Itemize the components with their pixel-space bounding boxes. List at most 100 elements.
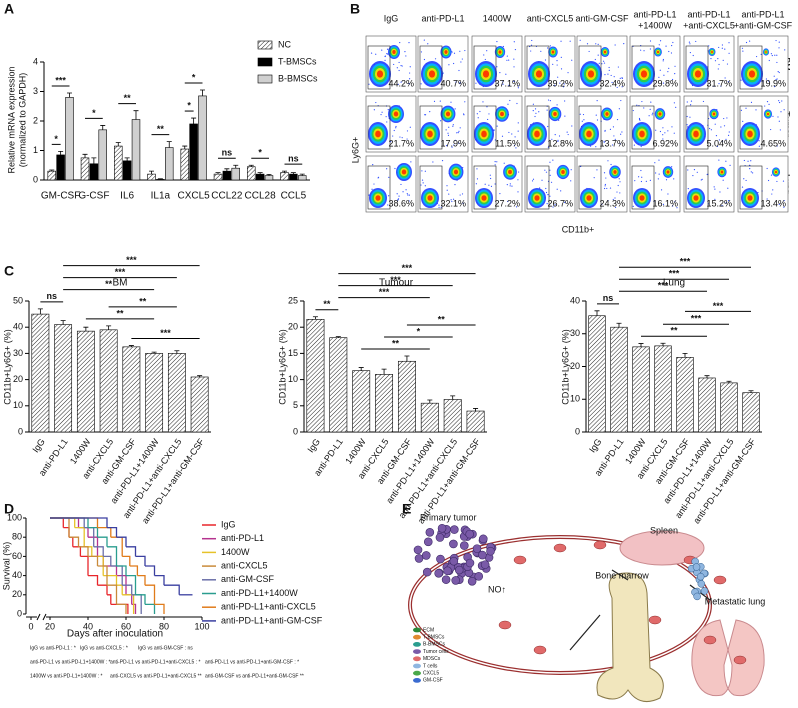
density-plot: 17.9% — [417, 95, 469, 153]
density-plot: 5.04% — [683, 95, 735, 153]
bar — [147, 173, 156, 181]
event-dot — [513, 144, 516, 146]
event-dot — [556, 60, 558, 62]
tumor-cell — [436, 554, 445, 564]
y-tick-label: 10 — [570, 394, 580, 404]
survival-step — [88, 555, 99, 566]
column-header: +anti-GM-CSF — [734, 20, 793, 30]
event-dot — [557, 139, 559, 141]
event-dot — [554, 204, 556, 206]
significance-label: *** — [713, 301, 724, 311]
circulating-cell — [533, 645, 547, 655]
significance-label: * — [54, 134, 58, 144]
panel-label: C — [4, 263, 14, 279]
event-dot — [463, 114, 465, 116]
event-dot — [541, 179, 543, 181]
event-dot — [596, 169, 598, 171]
density — [613, 170, 617, 174]
event-dot — [749, 40, 751, 42]
event-dot — [614, 197, 616, 199]
event-dot — [546, 109, 548, 111]
event-dot — [609, 187, 612, 189]
y-tick-label: 20 — [570, 361, 580, 371]
event-dot — [392, 135, 394, 137]
event-dot — [623, 43, 625, 45]
event-dot — [773, 75, 775, 77]
percentage: 31.7% — [706, 78, 732, 88]
density — [712, 112, 716, 116]
event-dot — [556, 104, 558, 106]
event-dot — [394, 167, 396, 170]
event-dot — [775, 39, 777, 42]
event-dot — [783, 199, 785, 202]
bar — [632, 346, 650, 433]
percentage: 6.92% — [652, 138, 678, 148]
survival-step — [50, 517, 99, 528]
event-dot — [778, 47, 780, 49]
density — [535, 70, 543, 78]
event-dot — [571, 125, 573, 127]
event-dot — [603, 62, 606, 64]
event-dot — [583, 119, 585, 121]
density-plot: 38.6% — [365, 155, 417, 213]
legend-icon — [413, 649, 421, 654]
event-dot — [667, 193, 669, 195]
error-bar — [726, 380, 732, 383]
event-dot — [762, 81, 764, 83]
event-dot — [597, 43, 599, 45]
x-axis-label: CD11b+ — [562, 224, 595, 234]
event-dot — [717, 58, 719, 60]
event-dot — [513, 58, 515, 60]
bar — [698, 377, 716, 433]
chart-title: Lung — [663, 278, 685, 289]
bar — [165, 147, 174, 181]
survival-step — [122, 584, 133, 595]
survival-step — [97, 584, 108, 595]
legend-label: T-BMSCs — [278, 56, 317, 66]
event-dot — [778, 41, 780, 43]
survival-step — [116, 536, 127, 547]
event-dot — [743, 159, 745, 162]
density — [375, 195, 381, 201]
event-dot — [671, 44, 673, 47]
error-bar — [335, 336, 341, 338]
event-dot — [451, 146, 453, 148]
event-dot — [657, 178, 659, 180]
note: anti-CXCL5 vs anti-PD-L1+anti-CXCL5 ** — [110, 673, 202, 679]
density-plot: 13.7% — [576, 95, 628, 153]
x-tick-label: 20 — [45, 621, 55, 631]
event-dot — [662, 134, 664, 136]
event-dot — [701, 178, 703, 181]
event-dot — [461, 58, 463, 60]
event-dot — [547, 47, 549, 49]
tumor-cell — [414, 554, 424, 563]
legend-swatch — [257, 74, 273, 84]
survival-step — [97, 555, 104, 566]
density — [498, 50, 502, 54]
bar — [588, 315, 606, 433]
circulating-cell — [648, 615, 662, 625]
event-dot — [506, 183, 508, 186]
event-dot — [714, 123, 716, 125]
event-dot — [564, 201, 566, 203]
event-dot — [671, 126, 673, 128]
event-dot — [727, 200, 730, 202]
density — [711, 50, 713, 54]
event-dot — [767, 179, 770, 182]
event-dot — [765, 78, 768, 80]
event-dot — [552, 206, 554, 208]
x-tick-label: G-CSF — [78, 191, 109, 202]
survival-step — [135, 594, 146, 605]
event-dot — [588, 50, 590, 53]
bar — [190, 376, 209, 433]
event-dot — [721, 47, 723, 49]
event-dot — [530, 44, 533, 46]
event-dot — [496, 66, 498, 68]
event-dot — [604, 129, 606, 132]
bar — [47, 170, 56, 181]
significance-label: * — [417, 326, 421, 336]
event-dot — [487, 118, 489, 121]
event-dot — [601, 63, 603, 65]
bar — [189, 123, 198, 181]
event-dot — [408, 42, 410, 44]
